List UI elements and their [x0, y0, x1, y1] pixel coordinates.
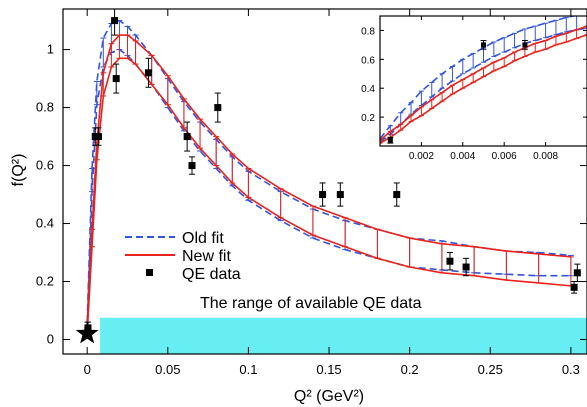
- x-tick-label: 0.002: [409, 151, 434, 162]
- main-plot-frame: [62, 8, 587, 355]
- series-new-fit: [380, 25, 587, 144]
- y-tick-label: 0.2: [361, 113, 375, 124]
- y-tick-label: 0.8: [361, 26, 375, 37]
- qe-data-point: [570, 283, 578, 291]
- band-upper-new-fit: [86, 34, 571, 328]
- y-tick-label: 0.2: [36, 274, 54, 289]
- qe-data-point: [111, 17, 119, 25]
- y-axis-label: f(Q²): [10, 154, 27, 187]
- y-tick-label: 0.8: [36, 100, 54, 115]
- qe-data-point: [112, 75, 120, 83]
- qe-data-point: [188, 162, 196, 170]
- x-tick-label: 0.15: [316, 362, 341, 377]
- qe-data-point: [319, 191, 327, 199]
- qe-data-point: [393, 191, 401, 199]
- qe-data-point: [183, 133, 191, 141]
- y-tick-label: 1: [47, 42, 54, 57]
- legend: Old fit New fit QE data: [125, 230, 241, 283]
- inset-plot: 0.002 0.004 0.006 0.008 0.2 0.4 0.6 0.8: [361, 15, 587, 162]
- inset-plot-plot-area: [380, 16, 587, 144]
- qe-data-point: [522, 42, 528, 48]
- band-lower-old-fit: [380, 27, 587, 143]
- qe-data-points: [387, 40, 528, 144]
- series-new-fit: [84, 34, 574, 335]
- x-tick-label: 0: [84, 362, 91, 377]
- legend-new-fit-label: New fit: [182, 248, 231, 265]
- qe-data-point: [446, 257, 454, 265]
- x-tick-label: 0.006: [492, 151, 517, 162]
- y-tick-label: 0.4: [36, 216, 54, 231]
- qe-data-point: [94, 133, 102, 141]
- y-tick-label: 0.6: [36, 158, 54, 173]
- qe-range-band: [100, 317, 587, 354]
- qe-data-point: [387, 137, 393, 143]
- legend-old-fit-label: Old fit: [182, 230, 224, 247]
- x-tick-label: 0.25: [478, 362, 503, 377]
- qe-data-point: [462, 263, 470, 271]
- x-axis-label: Q² (GeV²): [294, 388, 364, 405]
- x-tick-label: 0.2: [401, 362, 419, 377]
- y-tick-label: 0: [47, 332, 54, 347]
- legend-qe-data-marker: [146, 269, 153, 276]
- y-tick-label: 0.6: [361, 55, 375, 66]
- y-tick-label: 0.4: [361, 84, 375, 95]
- qe-data-point: [573, 269, 581, 277]
- x-tick-label: 0.3: [562, 362, 580, 377]
- qe-data-point: [144, 69, 152, 77]
- origin-star-marker: [75, 321, 99, 344]
- qe-data-point: [336, 191, 344, 199]
- qe-data-point: [481, 42, 486, 48]
- legend-qe-data-label: QE data: [182, 266, 241, 283]
- inset-plot-frame: [379, 15, 587, 147]
- x-tick-label: 0.004: [450, 151, 475, 162]
- qe-data-point: [214, 104, 222, 112]
- qe-range-annotation: The range of available QE data: [200, 295, 422, 312]
- x-tick-label: 0.1: [239, 362, 257, 377]
- band-lower-new-fit: [86, 57, 571, 334]
- x-tick-label: 0.05: [155, 362, 180, 377]
- main-plot-plot-area: [84, 9, 587, 354]
- band-lower-new-fit: [380, 34, 587, 144]
- band-upper-new-fit: [380, 25, 587, 141]
- x-tick-label: 0.008: [533, 151, 558, 162]
- band-upper-old-fit: [380, 16, 578, 140]
